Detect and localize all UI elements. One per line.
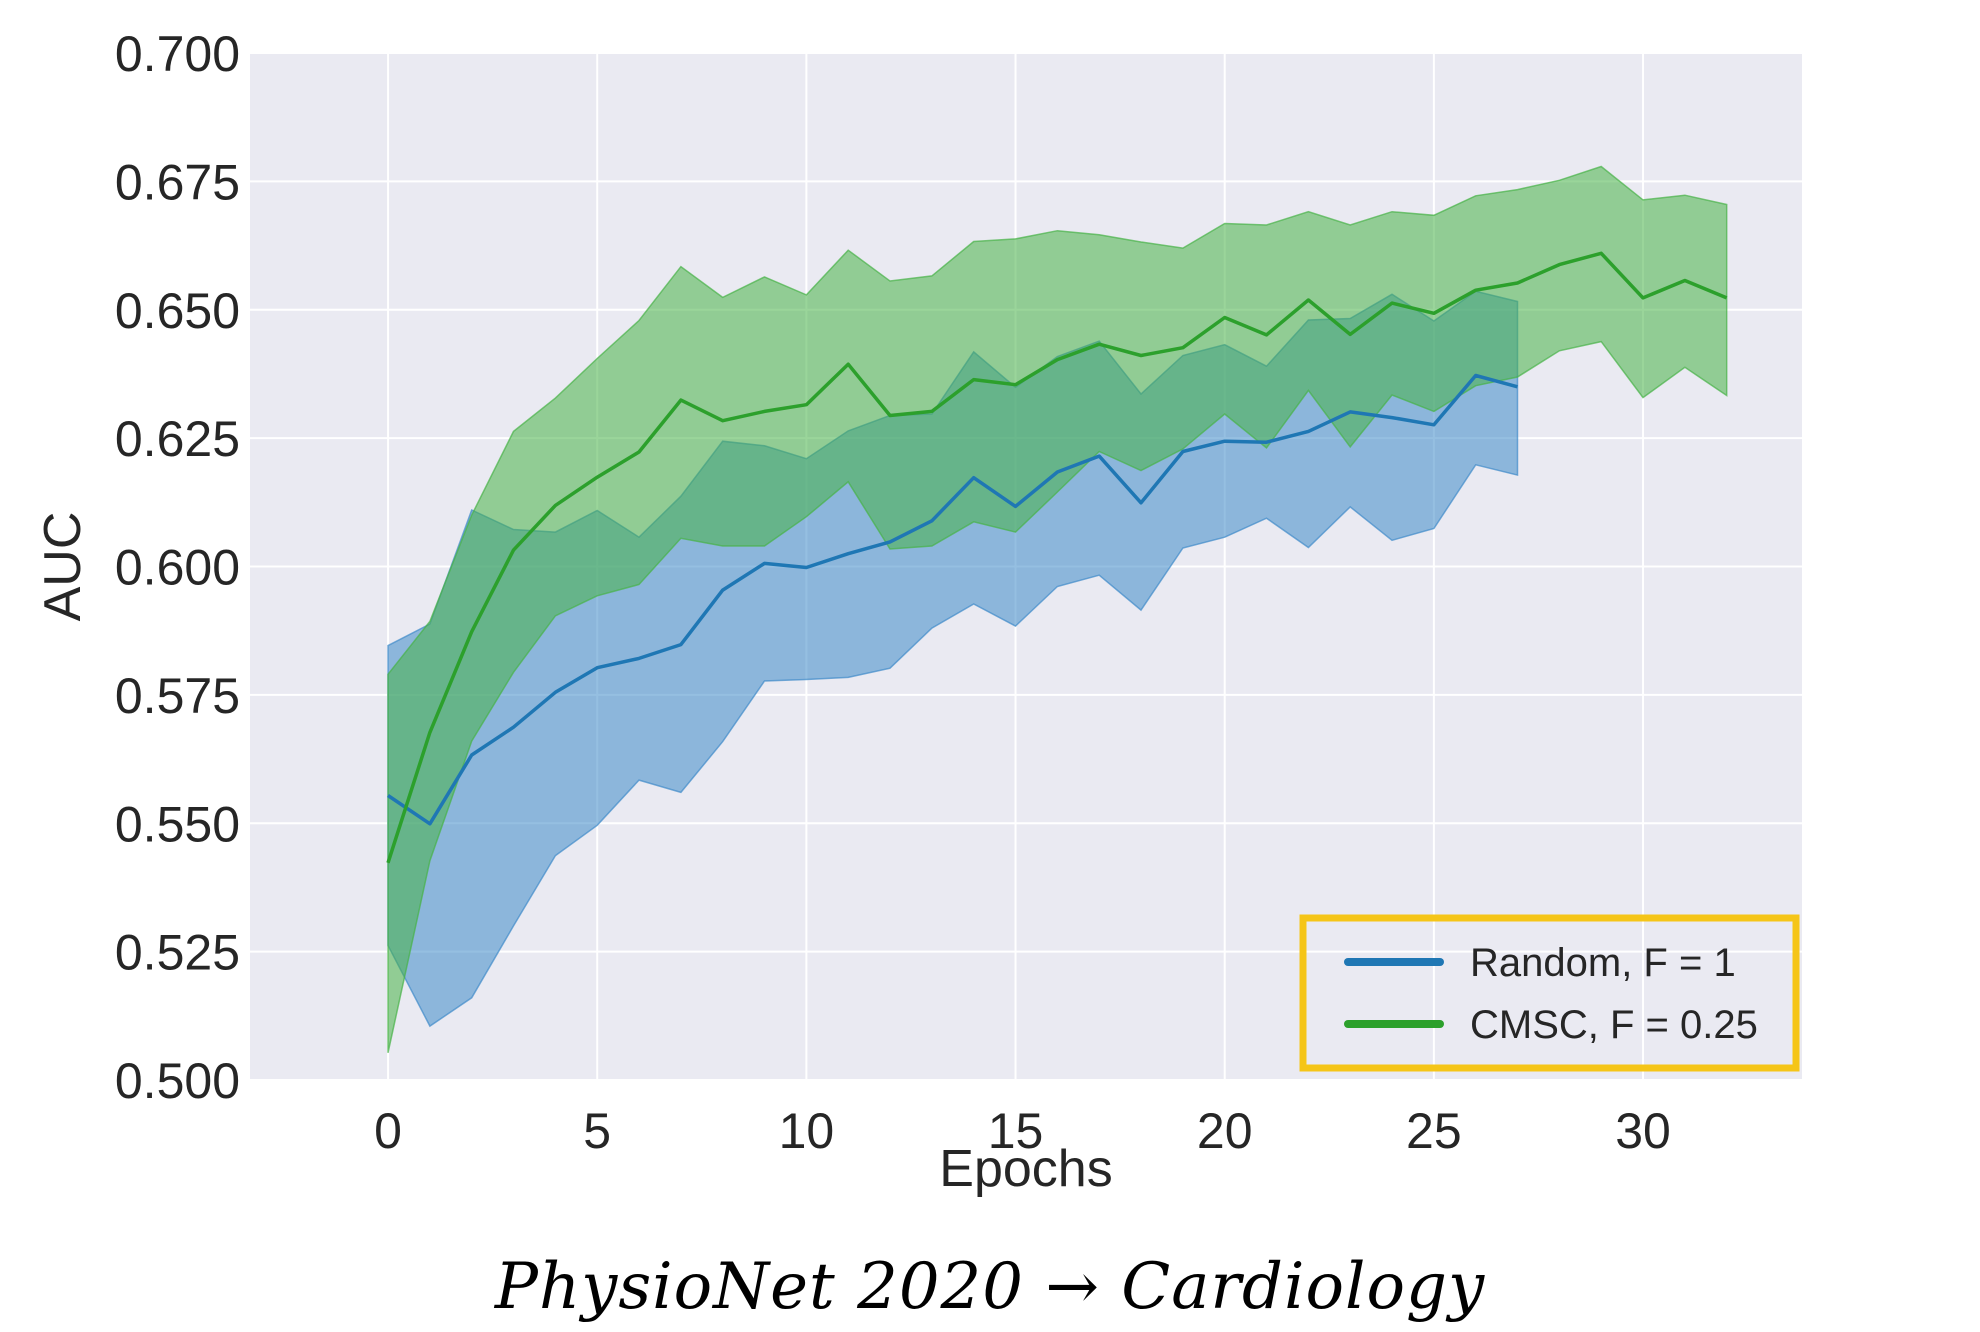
y-tick-label: 0.575 xyxy=(115,668,240,724)
legend-label-random: Random, F = 1 xyxy=(1470,941,1736,985)
x-tick-label: 20 xyxy=(1197,1103,1253,1159)
series-line-random xyxy=(387,373,1518,826)
x-tick-label: 5 xyxy=(583,1103,611,1159)
series-line-cmsc xyxy=(386,251,1728,864)
legend-highlight-box xyxy=(1299,914,1800,1072)
confidence-bands xyxy=(387,165,1728,1053)
y-tick-label: 0.700 xyxy=(115,26,240,82)
x-axis-label: Epochs xyxy=(939,1140,1112,1198)
tick-labels: 0 5 10 15 20 25 30 0.500 0.525 0.550 0.575 0.600 0.6… xyxy=(115,26,1671,1159)
y-tick-label: 0.650 xyxy=(115,283,240,339)
y-tick-label: 0.625 xyxy=(115,411,240,467)
y-tick-label: 0.525 xyxy=(115,925,240,981)
y-tick-label: 0.675 xyxy=(115,154,240,210)
y-tick-label: 0.550 xyxy=(115,796,240,852)
x-tick-label: 10 xyxy=(779,1103,835,1159)
series-lines xyxy=(386,251,1728,864)
confidence-band-cmsc xyxy=(387,165,1728,1053)
figure-caption: PhysioNet 2020 → Cardiology xyxy=(494,1250,1486,1324)
x-tick-label: 0 xyxy=(374,1103,402,1159)
x-tick-label: 25 xyxy=(1406,1103,1462,1159)
y-tick-label: 0.600 xyxy=(115,540,240,596)
legend-label-cmsc: CMSC, F = 0.25 xyxy=(1470,1003,1758,1047)
x-tick-label: 30 xyxy=(1615,1103,1671,1159)
x-tick-label: 15 xyxy=(988,1103,1044,1159)
legend: Random, F = 1 CMSC, F = 0.25 xyxy=(1299,914,1800,1072)
y-axis-label: AUC xyxy=(34,512,92,622)
y-tick-label: 0.500 xyxy=(115,1053,240,1109)
